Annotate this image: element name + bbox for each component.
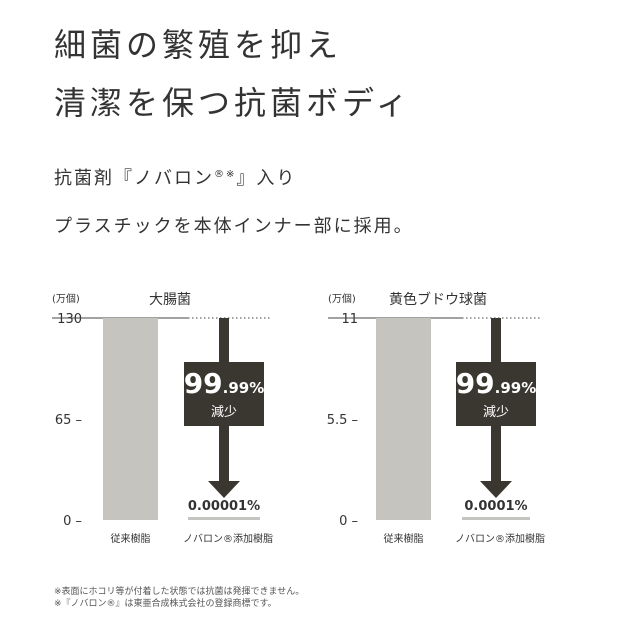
y-tick-label: 11 <box>341 312 358 327</box>
category-label-novaron: ノバロン®添加樹脂 <box>455 532 545 545</box>
subtitle-text: 抗菌剤『ノバロン <box>54 168 214 189</box>
category-label-novaron: ノバロン®添加樹脂 <box>183 532 273 545</box>
footnote-2: ※『ノバロン®』は東亜合成株式会社の登録商標です。 <box>54 599 277 609</box>
headline-line-2: 清潔を保つ抗菌ボディ <box>54 84 412 122</box>
chart-title: 大腸菌 <box>149 292 191 308</box>
bar-conventional-resin <box>103 318 158 520</box>
reduction-percent: 99.99% <box>456 367 537 400</box>
y-tick-label: 0 – <box>339 514 358 529</box>
reduction-percent: 99.99% <box>184 367 265 400</box>
subtitle-text-end: 』入り <box>236 168 297 189</box>
value-label-novaron: 0.0001% <box>464 499 527 514</box>
subtitle-line-2: プラスチックを本体インナー部に採用。 <box>54 216 414 237</box>
footnote-1: ※表面にホコリ等が付着した状態では抗菌は発揮できません。 <box>54 587 305 597</box>
reduction-arrow-head <box>208 481 240 498</box>
bar-novaron-resin <box>462 517 530 520</box>
y-tick-label: 65 – <box>55 413 82 428</box>
reduction-label: 減少 <box>211 404 237 420</box>
reduction-label-box <box>456 362 536 426</box>
bar-novaron-resin <box>188 517 260 520</box>
reduction-label-box <box>184 362 264 426</box>
registered-mark: ®※ <box>214 169 237 180</box>
chart-title: 黄色ブドウ球菌 <box>389 291 487 308</box>
y-axis-unit: (万個) <box>52 292 80 305</box>
y-tick-label: 130 <box>57 312 82 327</box>
category-label-conventional: 従来樹脂 <box>111 532 151 545</box>
y-tick-label: 0 – <box>63 514 82 529</box>
category-label-conventional: 従来樹脂 <box>384 532 424 545</box>
reduction-arrow-head <box>480 481 512 498</box>
headline-line-1: 細菌の繁殖を抑え <box>54 26 343 64</box>
bar-conventional-resin <box>376 318 431 520</box>
y-axis-unit: (万個) <box>328 292 356 305</box>
reduction-label: 減少 <box>483 404 509 420</box>
charts-area: (万個) 大腸菌 130 65 – 0 – 99.99% 減少 0.00001% 従来樹脂 ノバロ… <box>52 291 545 545</box>
value-label-novaron: 0.00001% <box>188 499 260 514</box>
subtitle-line-1: 抗菌剤『ノバロン®※』入り <box>54 164 296 190</box>
y-tick-label: 5.5 – <box>327 413 358 428</box>
footnotes: ※表面にホコリ等が付着した状態では抗菌は発揮できません。 ※『ノバロン®』は東亜… <box>54 586 304 610</box>
